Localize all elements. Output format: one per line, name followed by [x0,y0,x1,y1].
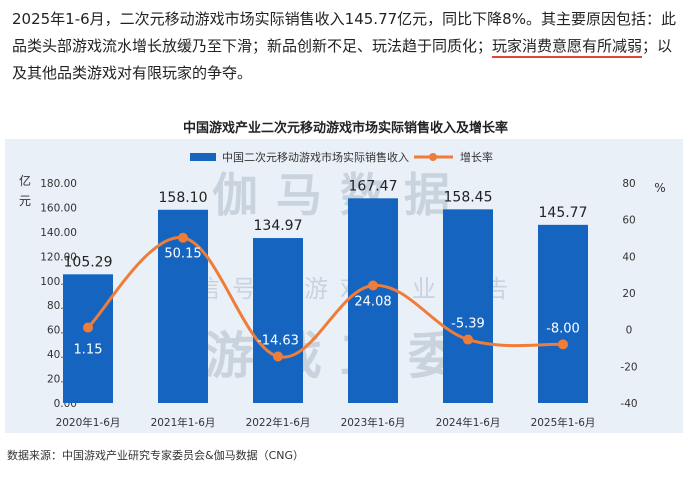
chart-panel: 伽马数据 微信号：游戏产业报告 游戏工委 中国二次元移动游戏市场实际销售收入 增… [5,139,683,433]
y-left-tick: 160.00 [40,202,77,214]
y-right-tick: -40 [620,398,637,410]
watermark-line3: 游戏工委 [204,327,476,385]
y-right-tick: 40 [622,251,635,263]
growth-value-label: -8.00 [546,321,580,336]
y-right-tick: 80 [622,178,635,190]
bar [538,224,588,403]
growth-point [178,232,188,243]
x-tick-label: 2024年1-6月 [436,416,501,429]
y-right-unit: % [654,181,665,195]
x-tick-label: 2020年1-6月 [56,416,121,429]
bar-value-label: 145.77 [539,205,588,221]
growth-value-label: -14.63 [257,333,299,348]
y-left-tick: 180.00 [40,178,77,190]
legend: 中国二次元移动游戏市场实际销售收入 增长率 [190,150,493,164]
growth-labels: 1.15 50.15 -14.63 24.08 -5.39 -8.00 [74,247,580,358]
bar-value-label: 158.10 [159,190,208,206]
legend-line-marker [429,153,437,161]
y-right-tick: 20 [622,288,635,300]
growth-point [558,339,568,350]
y-left-tick: 140.00 [40,227,77,239]
y-right-tick: 0 [626,325,633,337]
legend-bar-swatch [190,153,216,161]
growth-value-label: 50.15 [164,247,201,262]
bar-value-label: 167.47 [349,178,398,194]
bar [348,198,398,403]
growth-value-label: 24.08 [354,295,391,310]
chart-title: 中国游戏产业二次元移动游戏市场实际销售收入及增长率 [182,121,508,136]
bar-value-label: 105.29 [64,254,113,270]
bar [443,209,493,403]
legend-line-label: 增长率 [460,150,493,164]
growth-point [368,280,378,291]
y-right-tick: 60 [622,215,635,227]
x-tick-label: 2022年1-6月 [246,416,311,429]
x-ticks: 2020年1-6月 2021年1-6月 2022年1-6月 2023年1-6月 2024… [56,416,596,429]
growth-value-label: -5.39 [451,317,485,332]
x-tick-label: 2023年1-6月 [341,416,406,429]
bar [253,238,303,403]
y-right-ticks: -40 -20 0 20 40 60 80 [620,178,637,410]
y-right-tick: -20 [620,361,637,373]
growth-point [463,334,473,345]
source-note: 数据来源：中国游戏产业研究专家委员会&伽马数据（CNG） [7,449,305,462]
intro-highlight: 玩家消费意愿有所减弱 [492,37,643,58]
bar [63,274,113,403]
bars [63,198,588,403]
legend-bar-label: 中国二次元移动游戏市场实际销售收入 [222,150,409,164]
chart-svg: 伽马数据 微信号：游戏产业报告 游戏工委 中国二次元移动游戏市场实际销售收入 增… [19,150,666,429]
growth-value-label: 1.15 [74,343,103,358]
intro-text-end: ；以及其他品类游戏对有限玩家的争夺。 [12,37,673,82]
intro-paragraph: 2025年1-6月，二次元移动游戏市场实际销售收入145.77亿元，同比下降8%… [12,6,682,87]
bar-labels: 105.29 158.10 134.97 167.47 158.45 145.77 [64,178,588,270]
watermark-line1: 伽马数据 [212,168,468,222]
growth-point [273,351,283,362]
x-tick-label: 2025年1-6月 [531,416,596,429]
growth-line [83,232,568,362]
bar-value-label: 134.97 [254,218,303,234]
x-tick-label: 2021年1-6月 [151,416,216,429]
bar-value-label: 158.45 [444,189,493,205]
intro-text: 2025年1-6月，二次元移动游戏市场实际销售收入145.77亿元，同比下降8%… [12,10,676,55]
y-left-unit-2: 元 [19,194,31,208]
growth-point [83,322,93,333]
y-left-tick: 120.00 [40,251,77,263]
y-left-unit-1: 亿 [19,173,31,188]
